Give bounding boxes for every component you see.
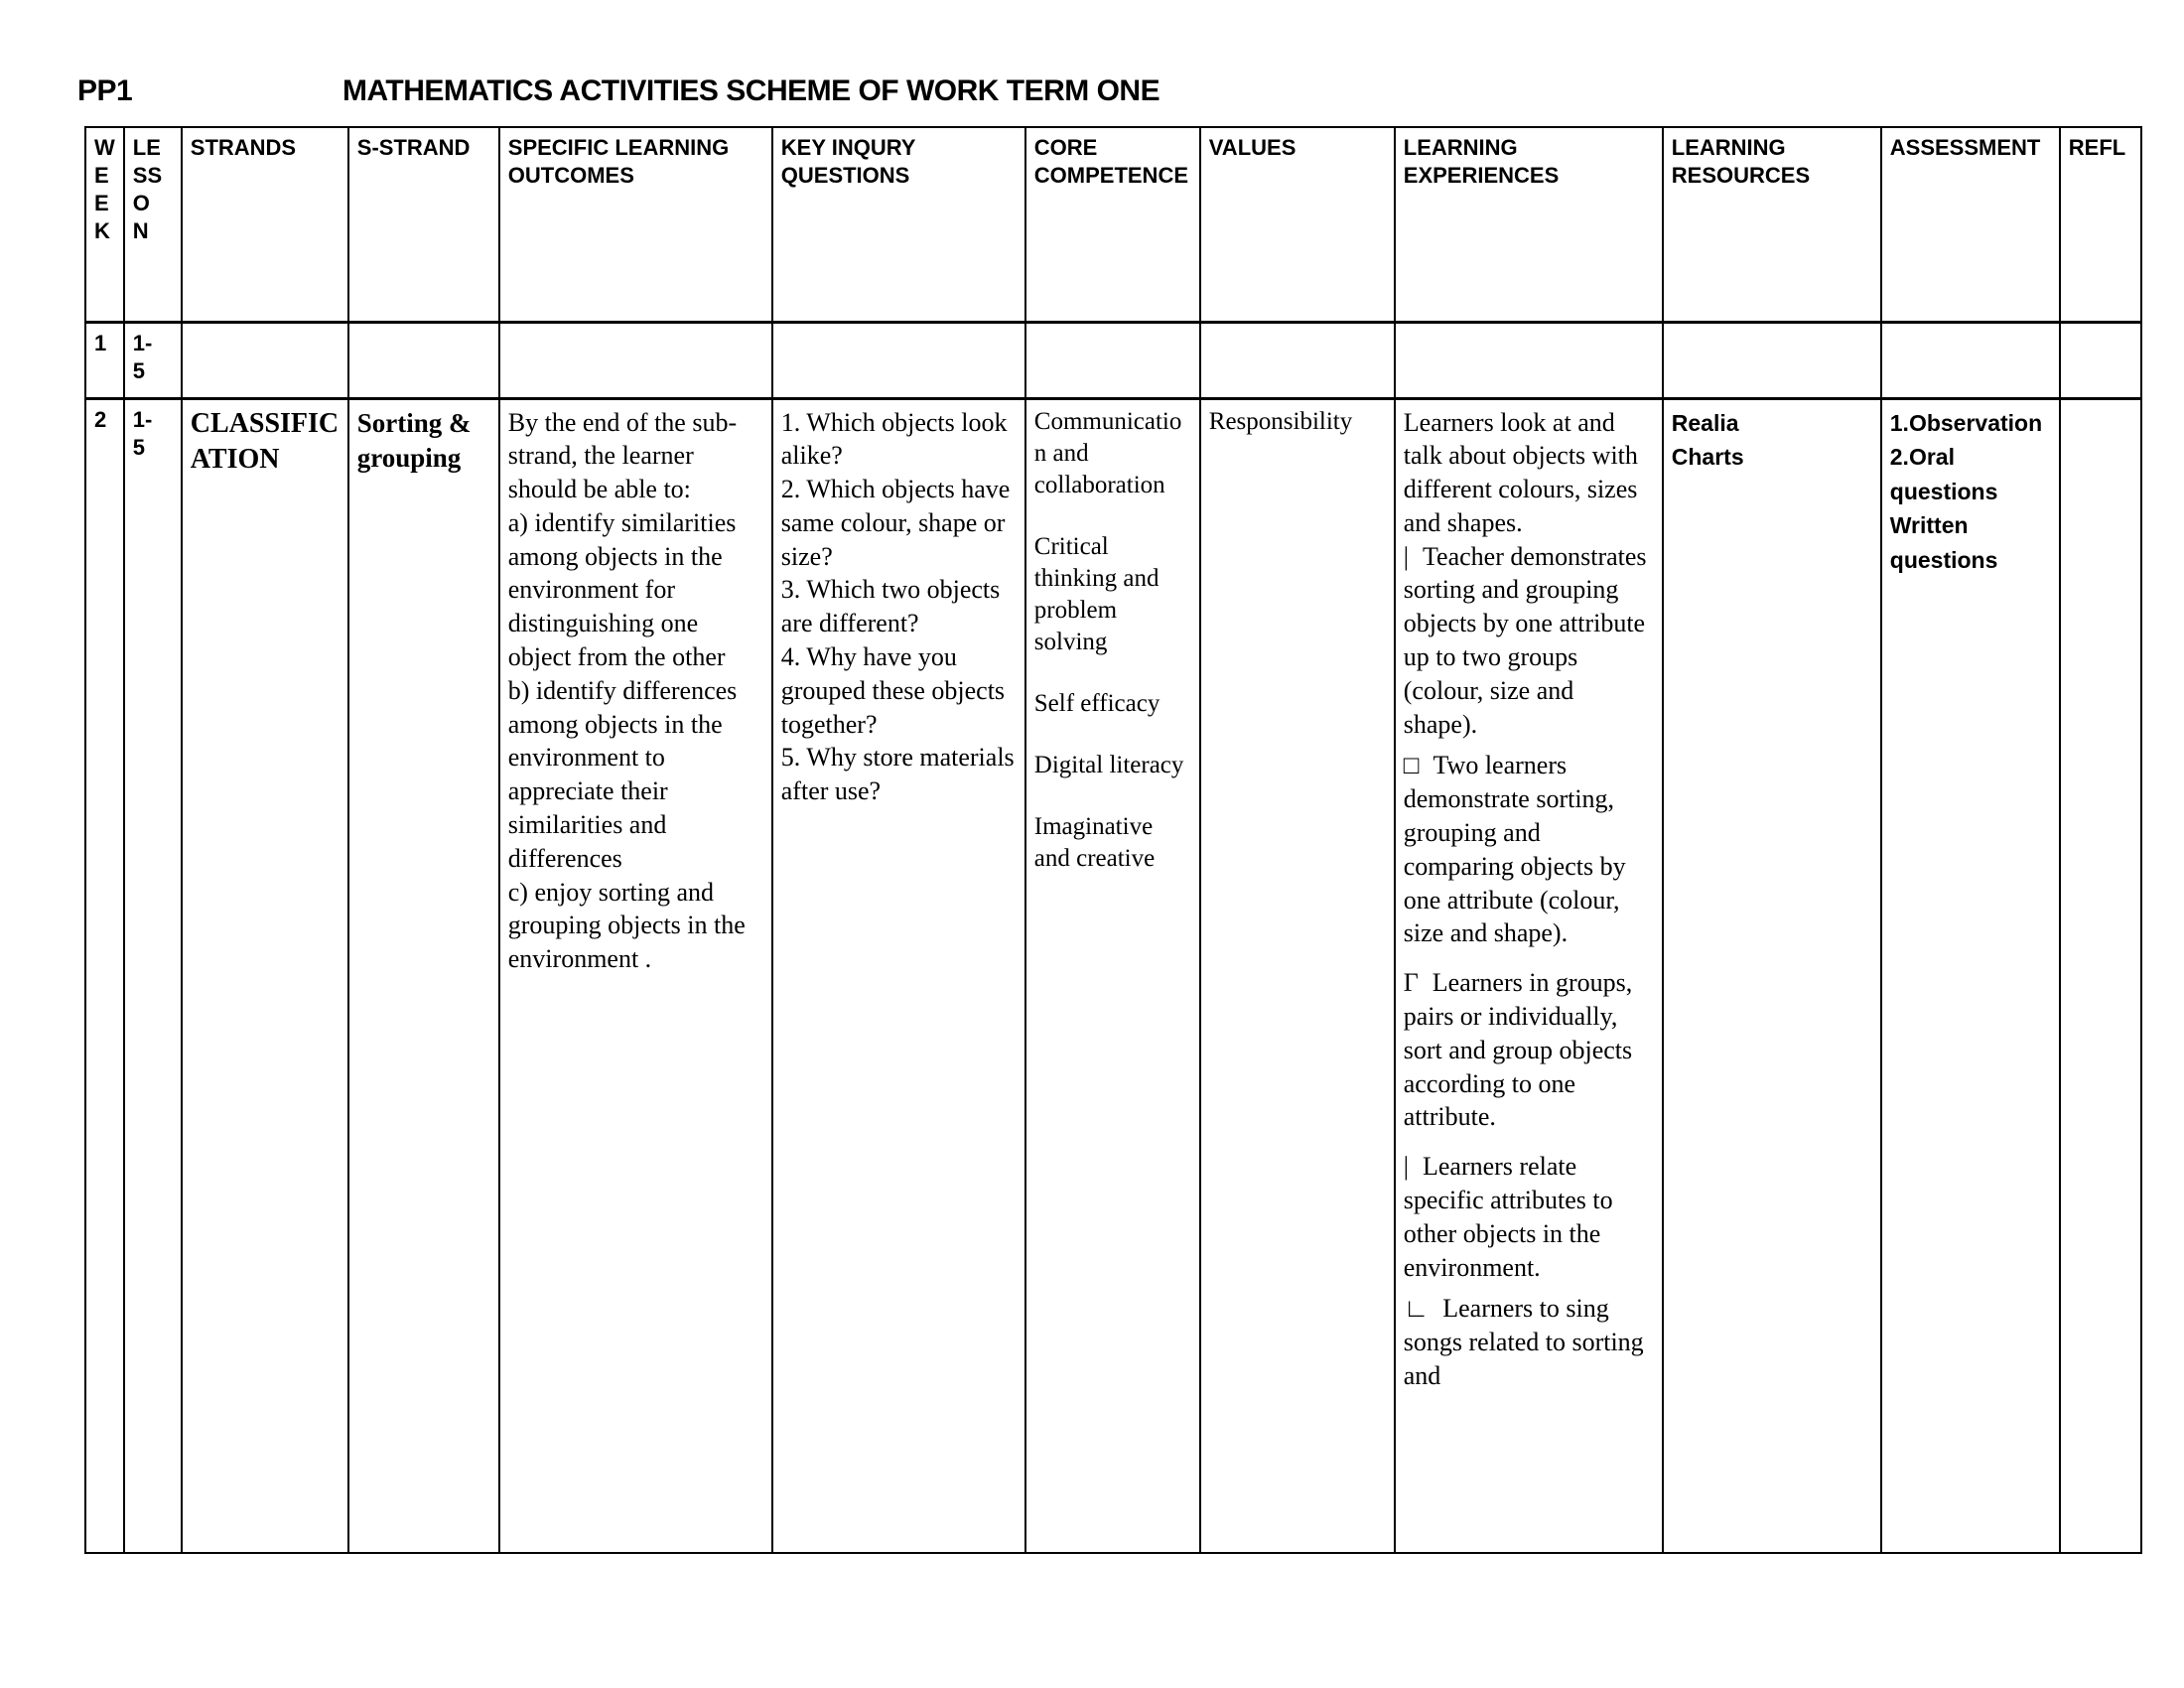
col-header-lesson: LE SS O N [122, 126, 183, 324]
competence-item: Digital literacy [1033, 751, 1184, 778]
page-title: MATHEMATICS ACTIVITIES SCHEME OF WORK TE… [342, 74, 1160, 107]
col-header-sub-strand: S-STRAND [346, 126, 500, 324]
list-bullet: ∟ [1403, 1294, 1430, 1324]
col-header-reflection: REFL [2058, 126, 2142, 324]
experience-item: □ Two learners demonstrate sorting, group… [1403, 751, 1626, 948]
empty-cell [1879, 321, 2061, 400]
list-bullet: Γ [1403, 968, 1419, 998]
learning-outcomes-cell: By the end of the sub-strand, the learne… [497, 397, 773, 1554]
header-row: W E E K LE SS O N STRANDS S-STRAND SPECI… [84, 126, 2142, 324]
assessment-item: Written questions [1889, 512, 1998, 573]
inquiry-question: 4. Why have you grouped these objects to… [780, 642, 1006, 739]
empty-cell [1024, 321, 1201, 400]
empty-cell [497, 321, 773, 400]
competence-item: Critical thinking and problem solving [1033, 532, 1160, 655]
lesson-range: 1- 5 [122, 397, 183, 1554]
strand-cell: CLASSIFICATION [180, 397, 349, 1554]
assessment-item: 2.Oral questions [1889, 444, 1998, 504]
col-header-week: W E E K [84, 126, 125, 324]
resource-item: Charts [1671, 444, 1744, 470]
empty-cell [2058, 397, 2142, 1554]
learning-experiences-cell: Learners look at and talk about objects … [1393, 397, 1664, 1554]
col-header-competence: CORE COMPETENCE [1024, 126, 1201, 324]
experience-item: Γ Learners in groups, pairs or individual… [1403, 968, 1633, 1132]
inquiry-question: 1. Which objects look alike? [780, 407, 1008, 471]
empty-cell [1393, 321, 1664, 400]
week-number: 2 [84, 397, 125, 1554]
inquiry-questions-cell: 1. Which objects look alike? 2. Which ob… [770, 397, 1026, 1554]
inquiry-question: 2. Which objects have same colour, shape… [780, 475, 1011, 571]
list-bullet: | [1403, 541, 1409, 571]
resource-item: Realia [1671, 409, 1739, 436]
core-competence-cell: Communication and collaboration Critical… [1024, 397, 1201, 1554]
col-header-resources: LEARNING RESOURCES [1661, 126, 1882, 324]
empty-cell [2058, 321, 2142, 400]
empty-cell [1198, 321, 1396, 400]
week-2-row: 2 1- 5 CLASSIFICATION Sorting & grouping… [84, 397, 2142, 1554]
empty-cell [770, 321, 1026, 400]
experience-item: | Teacher demonstrates sorting and groupi… [1403, 541, 1647, 739]
experience-item: | Learners relate specific attributes to … [1403, 1152, 1613, 1282]
inquiry-question: 5. Why store materials after use? [780, 743, 1015, 806]
empty-cell [1661, 321, 1882, 400]
col-header-experiences: LEARNING EXPERIENCES [1393, 126, 1664, 324]
learning-resources-cell: Realia Charts [1661, 397, 1882, 1554]
assessment-item: 1.Observation [1889, 409, 2043, 436]
col-header-outcomes: SPECIFIC LEARNING OUTCOMES [497, 126, 773, 324]
col-header-inquiry: KEY INQURY QUESTIONS [770, 126, 1026, 324]
competence-item: Self efficacy [1033, 689, 1160, 717]
list-bullet: | [1403, 1152, 1409, 1182]
sub-strand-cell: Sorting & grouping [346, 397, 500, 1554]
inquiry-question: 3. Which two objects are different? [780, 575, 1001, 638]
values-cell: Responsibility [1198, 397, 1396, 1554]
experience-item: ∟ Learners to sing songs related to sorti… [1403, 1294, 1644, 1391]
experience-item: Learners look at and talk about objects … [1403, 407, 1638, 537]
col-header-strands: STRANDS [180, 126, 349, 324]
competence-item: Imaginative and creative [1033, 812, 1156, 872]
competence-item: Communication and collaboration [1033, 407, 1182, 498]
scheme-of-work-table: W E E K LE SS O N STRANDS S-STRAND SPECI… [84, 126, 2142, 1554]
lesson-range: 1- 5 [122, 321, 183, 400]
week-number: 1 [84, 321, 125, 400]
empty-cell [346, 321, 500, 400]
empty-cell [180, 321, 349, 400]
list-bullet: □ [1403, 751, 1420, 780]
col-header-assessment: ASSESSMENT [1879, 126, 2061, 324]
assessment-cell: 1.Observation 2.Oral questions Written q… [1879, 397, 2061, 1554]
col-header-values: VALUES [1198, 126, 1396, 324]
week-1-row: 1 1- 5 [84, 321, 2142, 400]
class-label: PP1 [77, 74, 133, 107]
